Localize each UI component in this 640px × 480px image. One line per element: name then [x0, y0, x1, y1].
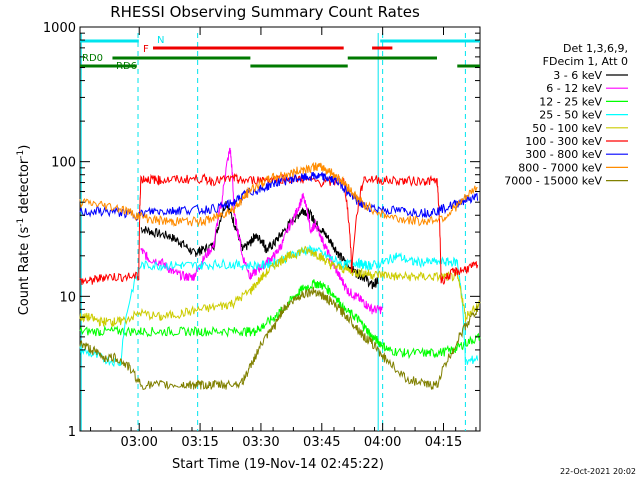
x-tick-label: 04:15 [425, 435, 462, 450]
y-tick-label: 100 [51, 156, 76, 171]
series-line [79, 161, 478, 228]
axis-ticks: 03:00 03:15 03:30 03:45 04:00 04:15 1 10 100 1000 [43, 21, 480, 450]
legend-entry-label: 50 - 100 keV [532, 122, 602, 135]
x-tick-label: 03:30 [242, 435, 279, 450]
legend-entry-label: 300 - 800 keV [525, 148, 602, 161]
legend-entry-label: 25 - 50 keV [539, 109, 602, 122]
series-50-100kev [79, 245, 481, 328]
x-axis-label: Start Time (19-Nov-14 02:45:22) [172, 457, 384, 472]
y-tick-label: 1000 [43, 21, 76, 36]
series-line [79, 286, 479, 391]
series-line [140, 147, 383, 315]
y-tick-label: 10 [59, 290, 76, 305]
series-300-800kev [79, 171, 479, 222]
series-7000-15000kev [79, 286, 479, 391]
flag-bars [80, 39, 480, 68]
x-tick-label: 03:00 [120, 435, 157, 450]
legend-entry-label: 6 - 12 keV [546, 82, 602, 95]
flag-label-n: N [157, 35, 164, 46]
flag-label-f: F [143, 44, 149, 55]
series-line [140, 201, 379, 290]
y-axis-label: Count Rate (s-1 detector-1) [16, 145, 32, 316]
legend-entry-label: 7000 - 15000 keV [504, 175, 602, 188]
series-100-300kev [79, 172, 479, 286]
x-tick-label: 03:15 [181, 435, 218, 450]
series-line [79, 245, 481, 328]
legend-entry-label: 3 - 6 keV [553, 69, 602, 82]
x-tick-label: 03:45 [303, 435, 340, 450]
y-tick-label: 1 [68, 425, 76, 440]
series-line [79, 171, 479, 222]
plot-frame [79, 26, 481, 432]
legend-header-line-2: FDecim 1, Att 0 [543, 55, 628, 68]
series-line [79, 172, 479, 286]
date-stamp: 22-Oct-2021 20:02 [560, 467, 636, 476]
legend-header-line-1: Det 1,3,6,9, [563, 42, 628, 55]
axes-frame [79, 26, 481, 432]
x-tick-label: 04:00 [364, 435, 401, 450]
legend-entry-label: 800 - 7000 keV [518, 161, 602, 174]
legend-entry-label: 100 - 300 keV [525, 135, 602, 148]
series-3-6kev [140, 201, 379, 290]
flag-label-rd0: RD0 [82, 53, 103, 64]
flag-label-rd6: RD6 [116, 61, 137, 72]
legend-entry-label: 12 - 25 keV [539, 95, 602, 108]
series-group [79, 147, 481, 391]
series-800-7000kev [79, 161, 478, 228]
chart-title: RHESSI Observing Summary Count Rates [110, 3, 420, 21]
series-6-12kev [140, 147, 383, 315]
